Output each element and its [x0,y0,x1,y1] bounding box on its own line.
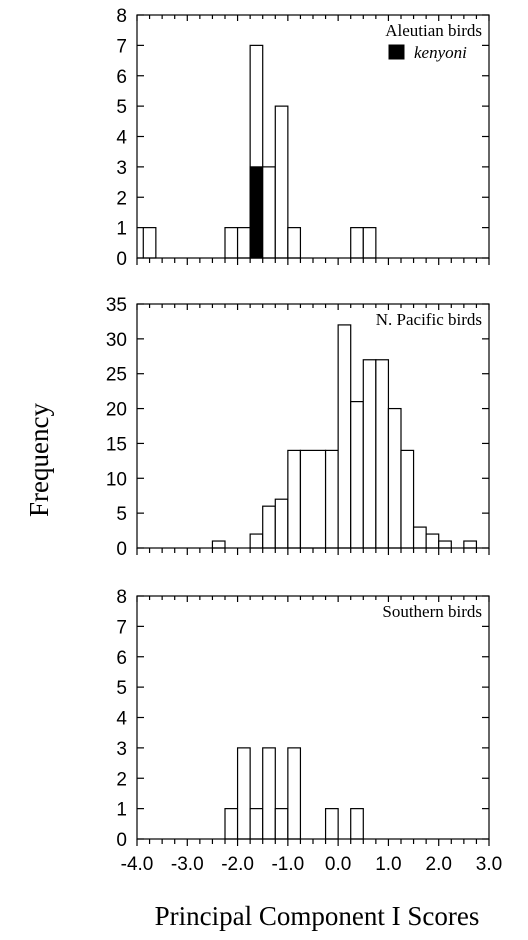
bar [262,505,276,549]
y-tick-label: 8 [116,587,127,608]
y-tick-label: 1 [116,800,127,821]
bar [287,449,302,549]
kenyoni-bar [249,166,264,259]
panel-label: N. Pacific birds [376,310,482,329]
y-tick-label: 6 [116,67,127,88]
bar [274,808,289,840]
bar [362,227,377,259]
bar [362,359,377,549]
bar [438,540,452,549]
plot-frame [136,595,490,840]
y-tick-label: 5 [116,678,127,699]
bar [224,227,239,259]
bar [425,533,440,549]
bar [211,540,226,549]
y-tick-label: 1 [116,219,127,240]
x-tick-label: -3.0 [171,854,204,875]
legend-label: kenyoni [414,43,467,62]
bar [262,166,276,259]
y-tick-label: 0 [116,539,127,560]
y-tick-label: 4 [116,128,127,149]
y-tick-label: 5 [116,504,127,525]
bar [350,808,364,840]
bar [299,449,327,549]
x-tick-label: 0.0 [325,854,351,875]
bar [324,449,339,549]
bar [350,401,364,549]
y-tick-label: 2 [116,188,127,209]
bar [324,808,339,840]
y-tick-label: 15 [106,434,127,455]
x-tick-label: -1.0 [271,854,304,875]
y-tick-label: 30 [106,330,127,351]
y-tick-label: 8 [116,6,127,27]
bar [375,359,390,549]
y-tick-label: 20 [106,400,127,421]
bar [224,808,239,840]
bar [463,540,478,549]
y-tick-label: 10 [106,469,127,490]
y-tick-label: 25 [106,365,127,386]
y-tick-label: 5 [116,97,127,118]
bar [412,526,427,549]
y-tick-label: 6 [116,648,127,669]
y-tick-label: 7 [116,36,127,57]
bar [337,324,352,549]
y-tick-label: 3 [116,158,127,179]
panel-label: Aleutian birds [385,21,482,40]
panel-1: 0 1 2 3 4 5 6 7 8 Aleutian birds kenyoni [116,6,490,270]
y-tick-label: 35 [106,295,127,316]
y-tick-label: 4 [116,709,127,730]
panel-label: Southern birds [382,602,482,621]
y-axis-title: Frequency [24,403,54,517]
bar [400,449,415,549]
y-tick-label: 7 [116,617,127,638]
x-tick-label: 3.0 [476,854,502,875]
bar [274,105,289,259]
bar [274,498,289,549]
legend-swatch [388,44,405,60]
bar [387,407,402,549]
bar [236,747,251,840]
y-tick-label: 2 [116,769,127,790]
bar [350,227,364,259]
y-tick-label: 3 [116,739,127,760]
panel-2: 0 5 10 15 20 25 30 35 N. Pacific birds [106,295,490,560]
x-tick-label: -4.0 [121,854,154,875]
bar [287,747,302,840]
x-tick-label: 2.0 [426,854,452,875]
bar [287,227,302,259]
bar [249,808,264,840]
x-tick-label: -2.0 [221,854,254,875]
bar [249,533,264,549]
y-tick-label: 0 [116,830,127,851]
x-axis-title: Principal Component I Scores [155,901,480,931]
bar [262,747,276,840]
bar [142,227,157,259]
x-tick-label: 1.0 [375,854,401,875]
bar [236,227,251,259]
y-tick-label: 0 [116,249,127,270]
panel-3: 0 1 2 3 4 5 6 7 8 Southern birds [116,587,490,851]
